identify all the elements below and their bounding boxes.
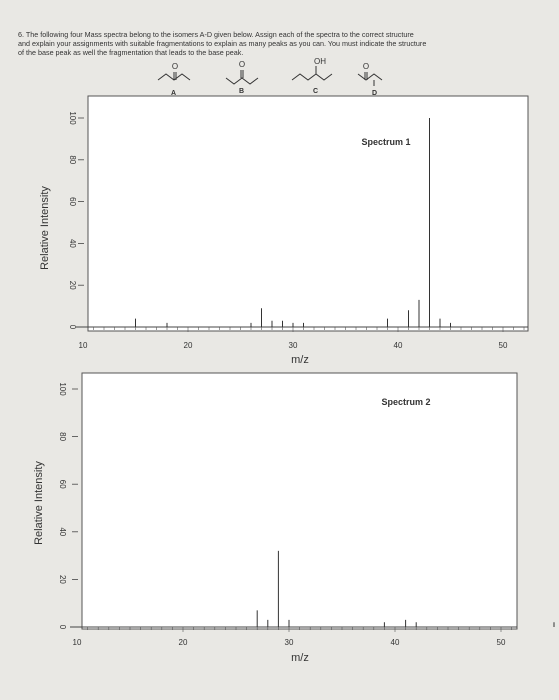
question-text: 6. The following four Mass spectra belon… [18,30,548,57]
x-tick-label: 40 [391,638,400,647]
molecule-label-c: C [313,88,319,95]
x-tick-label: 30 [285,638,294,647]
spectrum-title: Spectrum 2 [381,397,430,407]
y-tick-label: 40 [68,239,77,248]
x-axis-label: m/z [291,652,309,664]
y-tick-label: 100 [58,382,67,396]
y-tick-label: 20 [58,575,67,584]
y-axis-label: Relative Intensity [33,461,45,545]
molecule-label-d: D [372,90,378,97]
x-tick-label: 50 [497,638,506,647]
y-tick-label: 0 [68,325,77,330]
y-axis-label: Relative Intensity [39,186,51,270]
y-tick-label: 80 [58,432,67,441]
molecule-label-a: A [171,90,177,97]
x-tick-label: 10 [79,341,88,350]
x-tick-label: 30 [289,341,298,350]
y-tick-label: 60 [68,197,77,206]
y-tick-label: 80 [68,155,77,164]
x-tick-label: 10 [73,638,82,647]
question-line: and explain your assignments with suitab… [18,39,427,48]
question-line: 6. The following four Mass spectra belon… [18,30,414,39]
plot-frame [81,372,518,630]
y-tick-label: 40 [58,527,67,536]
plot-frame [87,95,529,332]
molecule-label-b: B [239,88,245,95]
question-line: of the base peak as well the fragmentati… [18,48,244,57]
x-axis-label: m/z [291,354,309,366]
x-tick-label: 20 [184,341,193,350]
y-tick-label: 0 [58,625,67,630]
y-tick-label: 20 [68,281,77,290]
y-tick-label: 100 [68,111,77,125]
y-tick-label: 60 [58,480,67,489]
spectrum-title: Spectrum 1 [361,137,410,147]
x-tick-label: 40 [394,341,403,350]
x-tick-label: 20 [179,638,188,647]
x-tick-label: 50 [499,341,508,350]
